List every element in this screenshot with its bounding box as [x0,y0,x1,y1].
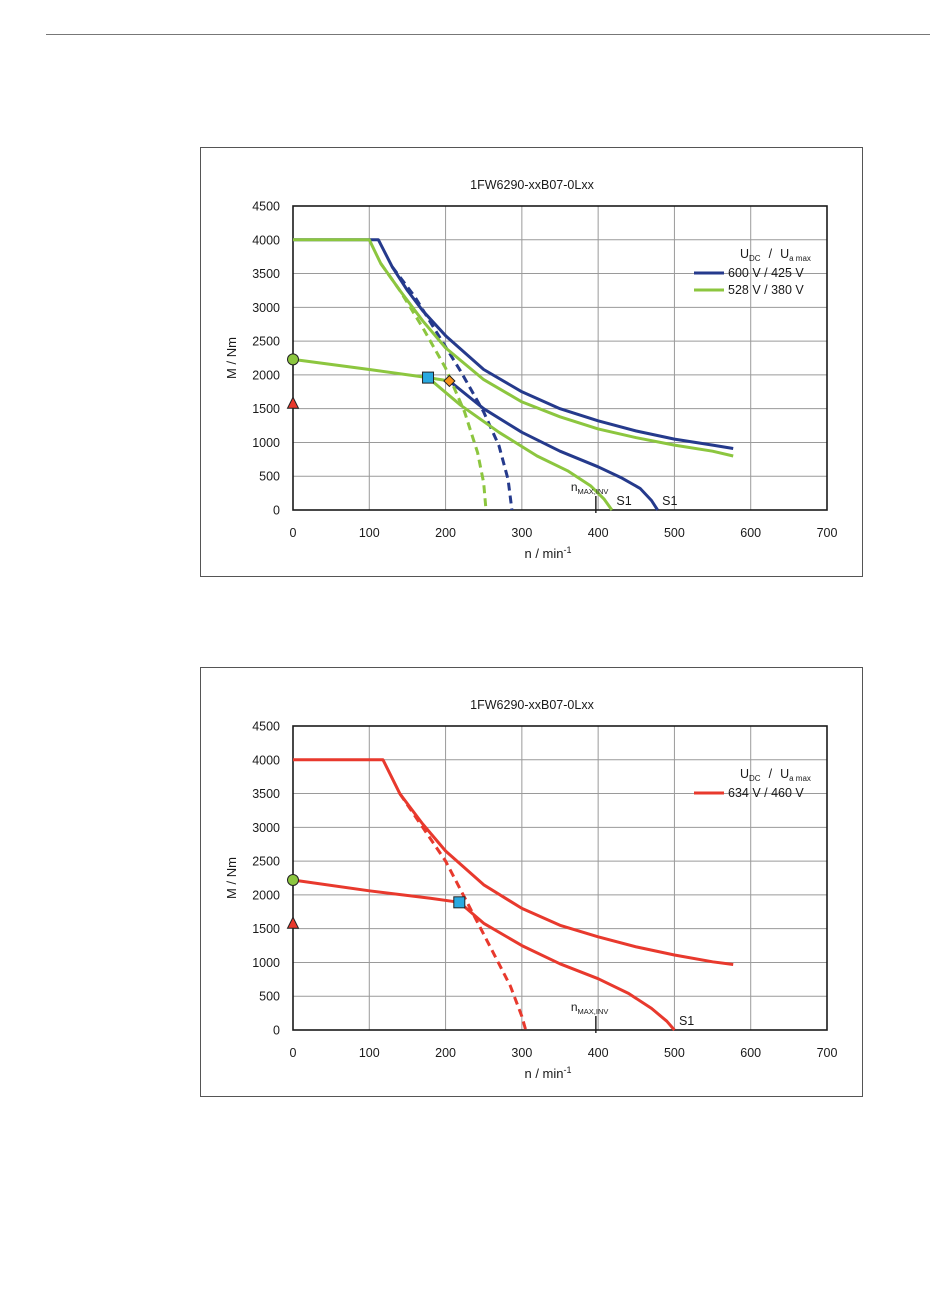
series-1-curve-3 [379,262,488,511]
circle-marker [287,353,299,366]
series-0-curve-0 [293,758,734,966]
x-axis-label-main: n / min [524,1066,563,1081]
y-tick-label: 2500 [252,855,280,869]
x-tick-label: 400 [588,526,609,540]
series-0-curve-1 [448,379,659,511]
series-1-curve-1 [292,357,450,383]
legend-title-sub1: DC [749,254,761,263]
y-tick-label: 500 [259,470,280,484]
y-tick-label: 0 [273,504,280,518]
torque-speed-chart-2: 1FW6290-xxB07-0Lxx 0 100 200 300 400 500 600 700… [200,667,863,1097]
x-tick-label: 700 [817,526,838,540]
legend-entry-label: 634 V / 460 V [728,786,804,800]
s1-label: S1 [679,1014,694,1028]
y-tick-label: 4500 [252,200,280,214]
x-tick-label: 200 [435,1046,456,1060]
y-tick-label: 2000 [252,368,280,382]
x-axis-label-sup: -1 [564,545,572,555]
legend-title: UDC / Ua max [740,767,811,783]
n-max-inv-sub: MAX,INV [578,487,609,496]
y-tick-label: 3500 [252,267,280,281]
x-tick-label: 100 [359,526,380,540]
legend-title-sep: / [769,767,773,781]
plot-area [293,726,827,1030]
n-max-inv-sub: MAX,INV [578,1007,609,1016]
series-0-curve-2 [458,901,676,1031]
y-tick-label: 2000 [252,888,280,902]
n-max-inv-main: n [571,1000,578,1014]
y-tick-label: 4000 [252,233,280,247]
legend-entry-label: 528 V / 380 V [728,283,804,297]
x-tick-label: 600 [740,526,761,540]
series-1-curve-2 [427,376,614,511]
circle-marker [287,874,299,887]
x-tick-label: 500 [664,1046,685,1060]
y-tick-label: 500 [259,990,280,1004]
legend-title: UDC / Ua max [740,247,811,263]
n-max-inv-label: nMAX,INV [571,1000,609,1016]
y-tick-label: 0 [273,1024,280,1038]
y-tick-label: 1500 [252,922,280,936]
x-tick-label: 200 [435,526,456,540]
chart-2-svg: 1FW6290-xxB07-0Lxx 0 100 200 300 400 500 600 700… [224,698,838,1081]
x-tick-label: 400 [588,1046,609,1060]
y-tick-label: 3000 [252,821,280,835]
y-tick-label: 3500 [252,787,280,801]
legend-title-sep: / [769,247,773,261]
torque-speed-chart-1: 1FW6290-xxB07-0Lxx 0 100 200 300 400 500 600 700… [200,147,863,577]
y-tick-label: 3000 [252,301,280,315]
y-axis-label: M / Nm [224,337,239,379]
y-axis-label: M / Nm [224,857,239,899]
triangle-marker [286,916,300,929]
legend-title-u2: U [780,247,789,261]
plot-area [293,206,827,510]
y-tick-label: 1500 [252,402,280,416]
y-tick-label: 4500 [252,720,280,734]
series-0-curve-3 [398,792,528,1031]
x-tick-label: 300 [511,1046,532,1060]
y-tick-label: 1000 [252,956,280,970]
legend-title-u2: U [780,767,789,781]
s1-label: S1 [662,494,677,508]
legend-title-sub2: a max [789,774,811,783]
series-0-curve-1 [292,878,460,904]
n-max-inv-label: nMAX,INV [571,480,609,496]
diamond-marker [443,374,456,388]
series-0-curve-2 [391,265,514,511]
x-axis-label: n / min-1 [524,1065,571,1081]
x-tick-label: 0 [290,1046,297,1060]
x-tick-label: 100 [359,1046,380,1060]
chart-title: 1FW6290-xxB07-0Lxx [470,178,594,192]
x-axis-label-main: n / min [524,546,563,561]
legend-entry-label: 600 V / 425 V [728,266,804,280]
y-tick-label: 4000 [252,753,280,767]
legend-title-u1: U [740,247,749,261]
legend-title-sub2: a max [789,254,811,263]
square-marker [453,896,466,909]
square-marker [422,371,435,384]
legend-title-sub1: DC [749,774,761,783]
y-tick-label: 2500 [252,335,280,349]
n-max-inv-main: n [571,480,578,494]
legend-title-u1: U [740,767,749,781]
chart-title: 1FW6290-xxB07-0Lxx [470,698,594,712]
x-axis-label: n / min-1 [524,545,571,561]
x-tick-label: 600 [740,1046,761,1060]
y-tick-label: 1000 [252,436,280,450]
header-rule [46,34,930,35]
s1-label: S1 [616,494,631,508]
x-tick-label: 700 [817,1046,838,1060]
x-tick-label: 300 [511,526,532,540]
x-tick-label: 0 [290,526,297,540]
chart-1-svg: 1FW6290-xxB07-0Lxx 0 100 200 300 400 500 600 700… [224,178,838,561]
x-axis-label-sup: -1 [564,1065,572,1075]
x-tick-label: 500 [664,526,685,540]
triangle-marker [286,396,300,409]
